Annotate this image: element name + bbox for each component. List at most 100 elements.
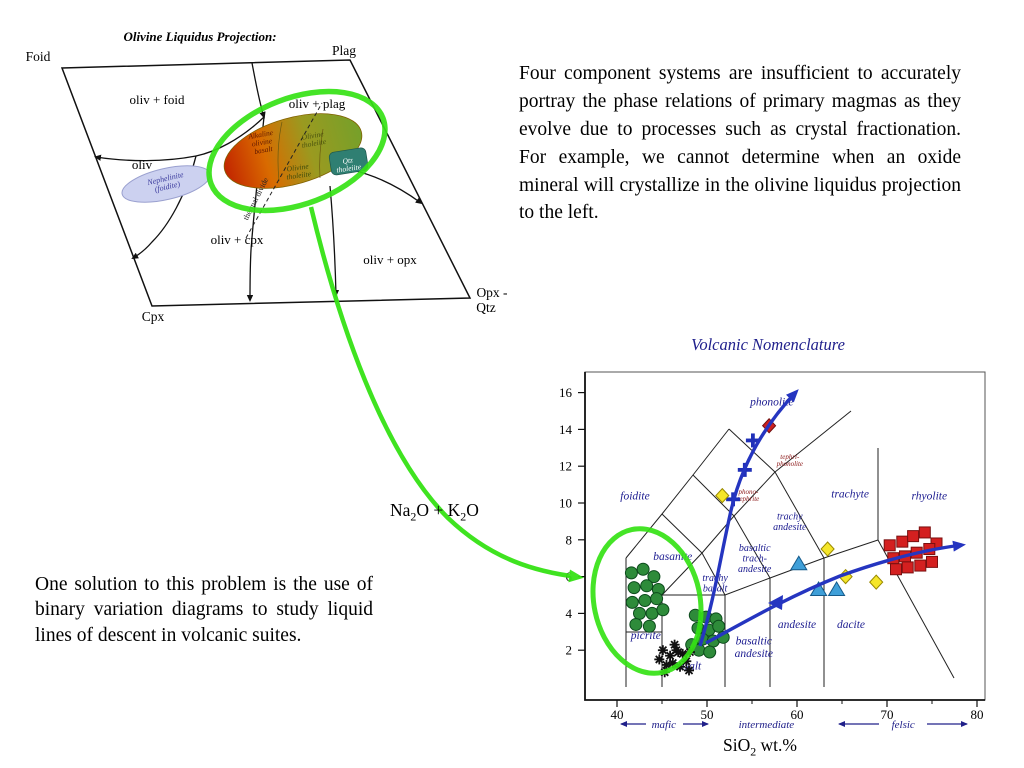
connector-arrow (308, 206, 584, 583)
tas-field-basaltic-trachyandesite: basaltic trach-andesite (738, 543, 772, 575)
xlabel-sub: 2 (750, 744, 757, 759)
xlabel-part: SiO (722, 735, 751, 755)
data-point-black-stars (673, 647, 684, 658)
apex-plag: Plag (332, 43, 356, 58)
tas-field-rhyolite: rhyolite (912, 490, 948, 502)
tas-title: Volcanic Nomenclature (691, 335, 845, 354)
data-point-black-stars (661, 659, 672, 670)
data-point-yellow-diamonds (715, 487, 730, 504)
data-point-black-stars (654, 654, 665, 665)
data-point-green-circles (629, 617, 643, 631)
alkaline-trend-arrow (698, 389, 799, 647)
apex-opx-qtz: Opx - (476, 285, 508, 300)
tas-field-foidite: foidite (620, 490, 649, 502)
trend-mid-arrowhead (768, 595, 783, 610)
olivine-liquidus-diagram (60, 59, 472, 307)
x-tick-label: 70 (881, 707, 894, 722)
field-oliv-foid: oliv + foid (130, 92, 185, 107)
xlabel-part: wt.% (756, 735, 797, 755)
cotectic-foid-plag (251, 62, 266, 119)
field-oliv: oliv (132, 157, 153, 172)
y-tick-label: 8 (566, 532, 573, 547)
ylabel-sub: 2 (410, 509, 417, 524)
field-oliv-cpx: oliv + cpx (211, 232, 264, 247)
tas-field-basaltic-andesite: basaltic andesite (735, 636, 773, 660)
data-point-green-circles (656, 603, 670, 617)
apex-opx-qtz-2: Qtz (476, 300, 496, 315)
thermal-divide-line (245, 102, 323, 239)
tas-field-andesite: andesite (778, 619, 816, 631)
data-point-red-squares (901, 561, 914, 574)
data-point-yellow-diamonds (869, 574, 884, 590)
data-point-green-circles (638, 594, 652, 608)
zone-label-mafic: mafic (652, 719, 677, 731)
olivine-tholeiite-label-upper: Olivinetholeiite (300, 129, 328, 150)
data-point-red-squares (918, 526, 931, 539)
data-point-green-circles (650, 592, 664, 606)
blob-inner-boundary-1 (277, 121, 283, 182)
data-point-red-squares (890, 563, 902, 576)
data-point-green-circles (633, 606, 646, 620)
data-point-green-circles (624, 566, 638, 580)
data-point-red-squares (914, 559, 927, 572)
data-point-red-squares (883, 539, 896, 552)
paragraph-four-component-systems: Four component systems are insufficient … (519, 63, 961, 224)
tas-axes (584, 372, 985, 701)
data-point-black-stars (684, 665, 694, 676)
qtz-tholeiite-label: Qtztholeiite (335, 154, 362, 174)
data-point-blue-triangles (809, 580, 828, 596)
subalkaline-trend-arrow (705, 540, 966, 645)
olivine-diagram-title: Olivine Liquidus Projection: (123, 29, 276, 44)
tas-y-axis-label: Na2O + K2O (390, 500, 479, 525)
olivine-tholeiite-label-lower: Olivinetholeiite (285, 161, 312, 181)
blob-inner-boundary-2 (319, 128, 324, 179)
data-point-red-squares (907, 530, 920, 543)
qtz-tholeiite-box (328, 147, 369, 176)
zone-label-intermediate: intermediate (739, 719, 795, 731)
data-point-green-circles (640, 579, 654, 593)
ylabel-part: Na (390, 500, 411, 520)
zone-label-felsic: felsic (892, 719, 915, 731)
data-point-red-squares (896, 535, 909, 548)
data-point-black-stars (665, 650, 676, 661)
field-oliv-opx: oliv + opx (363, 252, 417, 267)
ylabel-part: O (466, 500, 479, 520)
tas-x-axis-label: SiO2 wt.% (560, 735, 960, 760)
data-point-green-circles (645, 606, 659, 620)
basalt-tholeiite-blob (223, 113, 363, 189)
data-point-green-circles (647, 570, 661, 584)
x-tick-label: 80 (971, 707, 984, 722)
paragraph-one-solution: One solution to this problem is the use … (35, 574, 373, 646)
overlays (206, 88, 966, 676)
data-point-green-circles (703, 645, 717, 659)
field-oliv-plag: oliv + plag (289, 96, 346, 111)
y-tick-label: 10 (559, 496, 572, 511)
tas-field-picrite: picrite (630, 630, 661, 642)
data-point-green-circles (625, 595, 639, 609)
tas-field-tephriphonolite: tephri-phonolite (776, 453, 803, 468)
x-tick-label: 50 (701, 707, 714, 722)
data-point-green-circles (627, 581, 641, 595)
tas-field-trachyandesite: trachy andesite (773, 512, 807, 534)
y-tick-label: 2 (566, 643, 573, 658)
data-point-blue-triangles (827, 580, 846, 596)
data-point-yellow-diamonds (820, 541, 835, 557)
apex-cpx: Cpx (142, 309, 165, 324)
tas-field-boundaries (625, 410, 955, 687)
x-tick-label: 40 (611, 707, 624, 722)
data-point-red-squares (926, 555, 938, 568)
highlight-ellipse-olivine (206, 88, 388, 214)
y-tick-label: 4 (566, 606, 573, 621)
tas-field-dacite: dacite (837, 619, 865, 631)
y-tick-label: 14 (559, 422, 573, 437)
x-tick-label: 60 (791, 707, 804, 722)
tas-field-phonotephrite: phono-tephrite (737, 488, 759, 503)
apex-foid: Foid (26, 49, 51, 64)
ylabel-sub: 2 (460, 509, 467, 524)
data-point-green-circles (636, 562, 650, 576)
tas-field-trachyte: trachyte (831, 488, 869, 500)
ylabel-part: O + K (416, 500, 461, 520)
data-point-green-circles (642, 619, 656, 633)
